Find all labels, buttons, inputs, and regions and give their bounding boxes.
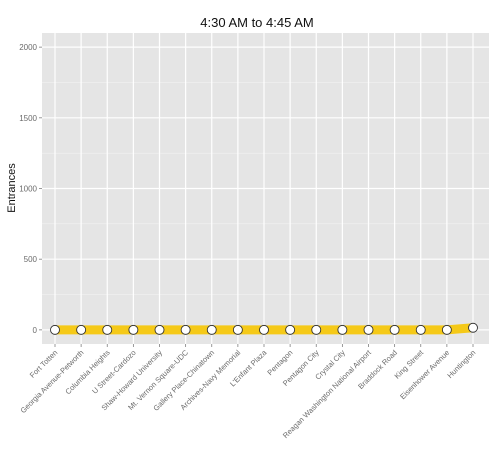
data-point bbox=[180, 324, 191, 335]
y-axis: 0 500 1000 1500 2000 bbox=[19, 43, 42, 335]
grid bbox=[42, 33, 489, 344]
chart-title: 4:30 AM to 4:45 AM bbox=[200, 15, 313, 30]
data-point bbox=[441, 324, 452, 335]
data-point bbox=[468, 322, 478, 333]
data-point bbox=[206, 324, 217, 335]
data-point bbox=[102, 324, 113, 335]
y-tick-label: 0 bbox=[33, 326, 38, 335]
data-point bbox=[232, 324, 243, 335]
data-point bbox=[363, 324, 374, 335]
data-point bbox=[154, 324, 165, 335]
x-tick-label: Eisenhower Avenue bbox=[398, 348, 451, 401]
data-point bbox=[389, 324, 400, 335]
y-tick-label: 1000 bbox=[19, 185, 37, 194]
x-tick-label: Huntington bbox=[445, 348, 477, 380]
data-point bbox=[337, 324, 348, 335]
y-axis-label: Entrances bbox=[6, 163, 18, 213]
data-point bbox=[50, 324, 60, 335]
data-point bbox=[311, 324, 322, 335]
data-point bbox=[128, 324, 139, 335]
y-tick-label: 2000 bbox=[19, 43, 37, 52]
y-tick-label: 500 bbox=[24, 255, 38, 264]
data-point bbox=[259, 324, 269, 335]
data-point bbox=[76, 324, 87, 335]
data-point bbox=[415, 324, 426, 335]
points-layer bbox=[50, 322, 478, 335]
y-tick-label: 1500 bbox=[19, 114, 37, 123]
data-point bbox=[285, 324, 296, 335]
